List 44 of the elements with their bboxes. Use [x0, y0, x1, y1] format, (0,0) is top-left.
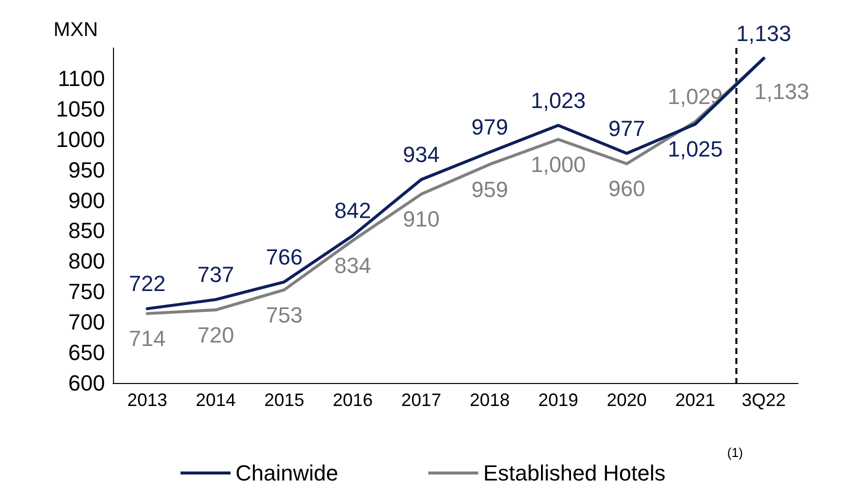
- data-label: 1,025: [668, 136, 723, 162]
- x-tick-label: 2013: [127, 390, 168, 410]
- data-label: 737: [197, 262, 234, 288]
- x-tick-label: 2014: [196, 390, 236, 410]
- data-label: 720: [197, 322, 234, 348]
- data-label: 842: [334, 198, 372, 224]
- legend-label: Chainwide: [236, 460, 338, 486]
- data-label: 959: [471, 176, 508, 202]
- data-label: 977: [608, 116, 646, 141]
- y-tick-label: 650: [68, 340, 105, 366]
- data-label: 1,023: [530, 88, 586, 113]
- text: (1): [727, 445, 743, 460]
- x-tick-label: 2020: [606, 390, 647, 410]
- y-tick-label: 850: [68, 218, 105, 244]
- y-tick-label: 600: [68, 370, 105, 396]
- data-label: 1,133: [754, 78, 810, 104]
- y-tick-label: 900: [68, 188, 105, 213]
- x-tick-label: 3Q22: [742, 390, 786, 410]
- x-tick-label: 2021: [675, 390, 716, 410]
- x-tick-label: 2017: [401, 390, 442, 410]
- data-label: 714: [128, 326, 166, 352]
- y-tick-label: 800: [68, 248, 105, 274]
- x-tick-label: 2019: [538, 390, 578, 410]
- data-label: 753: [266, 302, 303, 328]
- y-tick-label: 1100: [58, 66, 105, 91]
- data-label: 1,133: [736, 20, 792, 46]
- y-tick-label: 1000: [56, 126, 105, 152]
- legend-label: Established Hotels: [483, 460, 666, 486]
- data-label: 1,000: [530, 152, 586, 177]
- y-axis-title: MXN: [54, 19, 98, 41]
- x-tick-label: 2018: [470, 390, 510, 410]
- y-tick-label: 750: [68, 279, 105, 304]
- y-tick-label: 1050: [56, 96, 105, 122]
- x-tick-label: 2015: [264, 390, 304, 410]
- data-label: 722: [128, 271, 166, 296]
- y-tick-label: 700: [68, 310, 105, 335]
- data-label: 910: [402, 206, 440, 232]
- data-label: 834: [334, 252, 372, 278]
- data-label: 934: [402, 142, 440, 168]
- data-label: 766: [266, 244, 303, 270]
- x-tick-label: 2016: [332, 390, 373, 410]
- y-tick-label: 950: [68, 157, 105, 182]
- data-label: 960: [608, 176, 646, 202]
- data-label: 979: [471, 114, 508, 140]
